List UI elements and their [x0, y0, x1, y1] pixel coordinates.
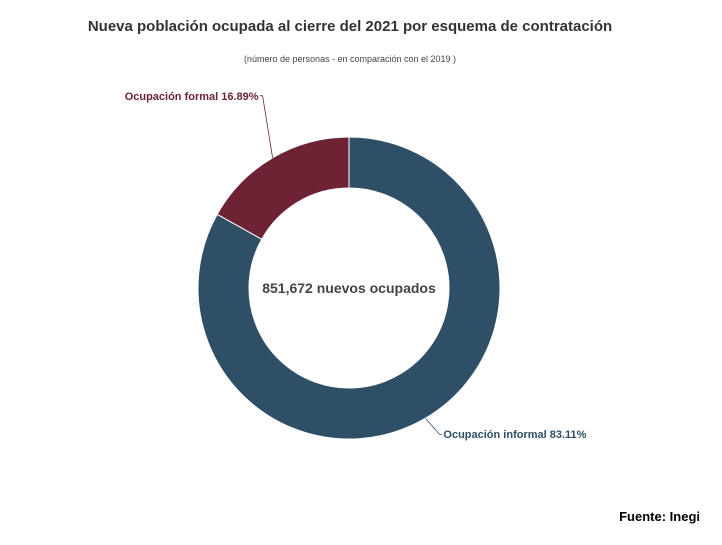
center-label: 851,672 nuevos ocupados	[262, 280, 436, 296]
leader-line-0	[425, 417, 443, 435]
slices-layer	[197, 136, 501, 440]
chart-title: Nueva población ocupada al cierre del 20…	[87, 18, 613, 35]
labels-layer: Ocupación informal 83.11% Ocupación forma…	[125, 91, 587, 441]
slice-label-ocupación-formal: Ocupación formal 16.89%	[125, 91, 259, 103]
leader-line-1	[259, 95, 273, 158]
slice-ocupación-informal[interactable]	[197, 136, 501, 440]
slice-label-ocupación-informal: Ocupación informal 83.11%	[443, 429, 586, 441]
chart-subtitle: (número de personas - en comparación con…	[243, 54, 457, 64]
source-note: Fuente: Inegi	[619, 509, 700, 524]
slice-ocupación-formal[interactable]	[216, 136, 350, 240]
